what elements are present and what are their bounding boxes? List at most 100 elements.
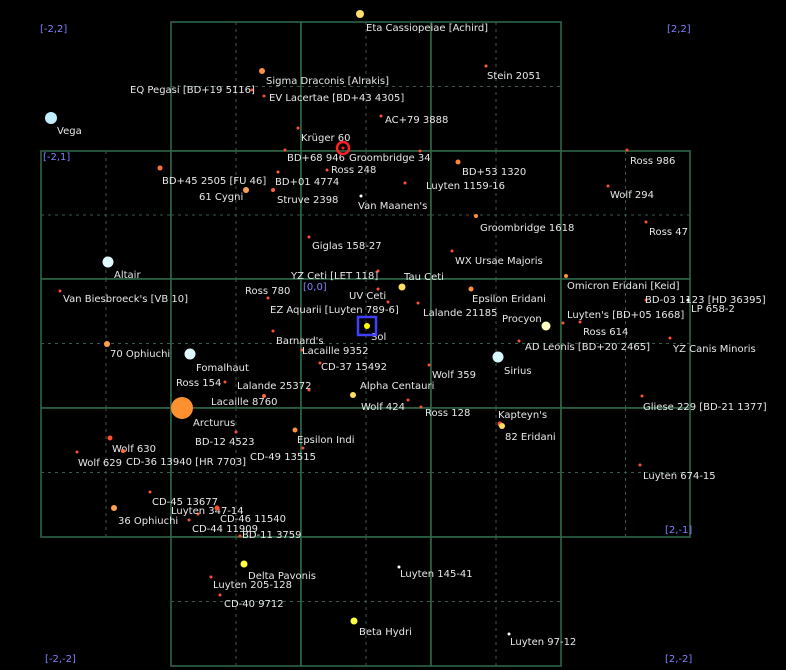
star-icon[interactable] [209,575,213,579]
star-icon[interactable] [517,339,521,343]
star-item[interactable]: Eta Cassiopeiae [Achird] [356,10,488,34]
star-icon[interactable] [184,348,196,360]
star-item[interactable]: AD Leonis [BD+20 2465] [517,339,651,354]
star-item[interactable]: WX Ursae Majoris [450,249,543,268]
star-icon[interactable] [578,320,582,324]
star-icon[interactable] [262,94,266,98]
star-icon[interactable] [398,283,406,291]
star-icon[interactable] [350,392,356,398]
star-icon[interactable] [406,398,410,402]
star-icon[interactable] [266,296,270,300]
star-item[interactable]: Sigma Draconis [Alrakis] [259,68,389,87]
star-icon[interactable] [104,341,110,347]
star-item[interactable]: YZ Canis Minoris [668,336,756,356]
star-icon[interactable] [234,430,238,434]
star-icon[interactable] [240,560,248,568]
star-icon[interactable] [276,170,280,174]
star-item[interactable]: Sol [364,323,386,343]
star-icon[interactable] [243,187,249,193]
star-icon[interactable] [238,534,242,538]
star-item[interactable]: YZ Ceti [LET 118] [290,269,380,283]
star-item[interactable]: BD+45 2505 [FU 46] [157,165,267,188]
star-item[interactable]: EZ Aquarii [Luyten 789-6] [270,300,399,317]
star-item[interactable]: BD-03 1123 [HD 36395] [644,295,766,306]
star-item[interactable]: Ross 128 [419,405,471,420]
star-icon[interactable] [450,249,454,253]
star-item[interactable]: Lacaille 8760 [211,394,277,408]
star-icon[interactable] [379,114,383,118]
star-item[interactable]: BD-11 3759 [238,530,302,541]
star-icon[interactable] [223,380,227,384]
star-item[interactable]: Ross 47 [644,220,688,239]
star-item[interactable]: Arcturus [171,397,235,429]
star-icon[interactable] [356,10,364,18]
star-item[interactable]: 70 Ophiuchi [104,341,170,360]
star-icon[interactable] [564,274,568,278]
star-icon[interactable] [427,363,431,367]
star-item[interactable]: Lacaille 9352 [300,346,369,357]
star-item[interactable]: Ross 780 [245,286,290,300]
star-item[interactable]: Luyten 97-12 [507,632,577,649]
star-icon[interactable] [364,323,370,329]
star-icon[interactable] [386,300,390,304]
star-icon[interactable] [148,490,152,494]
star-item[interactable]: Van Biesbroeck's [VB 10] [58,289,189,306]
star-icon[interactable] [300,348,304,352]
star-item[interactable]: Lalande 25372 [237,381,311,392]
star-item[interactable]: Luyten 347-14 [171,506,244,517]
star-icon[interactable] [107,435,113,441]
star-item[interactable]: CD-45 13677 [148,490,219,509]
star-item[interactable]: Altair [102,256,142,282]
star-icon[interactable] [301,446,305,450]
star-icon[interactable] [218,593,222,597]
star-icon[interactable] [507,632,511,636]
star-item[interactable]: Groombridge 1618 [474,214,574,234]
star-icon[interactable] [45,112,57,124]
star-item[interactable]: Luyten 145-41 [397,565,473,581]
star-item[interactable]: 61 Cygni [199,187,249,203]
star-item[interactable]: Vega [45,112,82,137]
star-item[interactable]: Epsilon Indi [292,427,355,447]
star-icon[interactable] [262,394,266,398]
star-item[interactable]: EV Lacertae [BD+43 4305] [262,93,405,104]
star-item[interactable]: Ross 248 [325,165,377,176]
star-item[interactable]: CD-44 11909 [187,518,259,536]
star-icon[interactable] [625,148,629,152]
star-icon[interactable] [250,88,254,92]
star-item[interactable]: CD-36 13940 [HR 7703] [121,449,246,468]
star-item[interactable]: BD+68 946 [283,148,345,165]
star-icon[interactable] [403,181,407,185]
star-item[interactable]: Giglas 158-27 [307,235,382,253]
star-icon[interactable] [606,184,610,188]
star-icon[interactable] [419,405,423,409]
star-icon[interactable] [102,256,114,268]
star-item[interactable]: AC+79 3888 [379,114,449,127]
star-icon[interactable] [484,64,488,68]
star-item[interactable]: Procyon [502,314,551,331]
star-icon[interactable] [259,68,265,74]
star-icon[interactable] [111,505,117,511]
star-item[interactable]: LP 658-2 [686,298,735,316]
star-icon[interactable] [214,505,220,511]
star-icon[interactable] [283,148,287,152]
star-item[interactable]: Delta Pavonis [240,560,316,583]
star-item[interactable]: Luyten 205-128 [209,575,293,592]
star-item[interactable]: Lalande 21185 [416,301,498,320]
star-icon[interactable] [271,329,275,333]
star-item[interactable]: Epsilon Eridani [468,286,546,306]
star-item[interactable]: Luyten 1159-16 [403,181,506,192]
star-item[interactable]: BD-12 4523 [195,430,255,449]
star-item[interactable]: BD+01 4774 [275,170,339,189]
star-item[interactable]: Ross 986 [625,148,676,168]
star-item[interactable]: Luyten's [BD+05 1668] [561,310,685,325]
star-item[interactable]: Tau Ceti [398,272,444,291]
star-item[interactable]: Fomalhaut [184,348,249,375]
star-item[interactable]: Groombridge 34 [349,149,431,165]
star-icon[interactable] [397,565,401,569]
star-icon[interactable] [307,235,311,239]
star-item[interactable]: Van Maanen's [358,194,427,213]
star-item[interactable]: Sirius [492,351,532,378]
star-item[interactable]: CD-37 15492 [318,361,388,374]
star-item[interactable]: 36 Ophiuchi [111,505,178,527]
